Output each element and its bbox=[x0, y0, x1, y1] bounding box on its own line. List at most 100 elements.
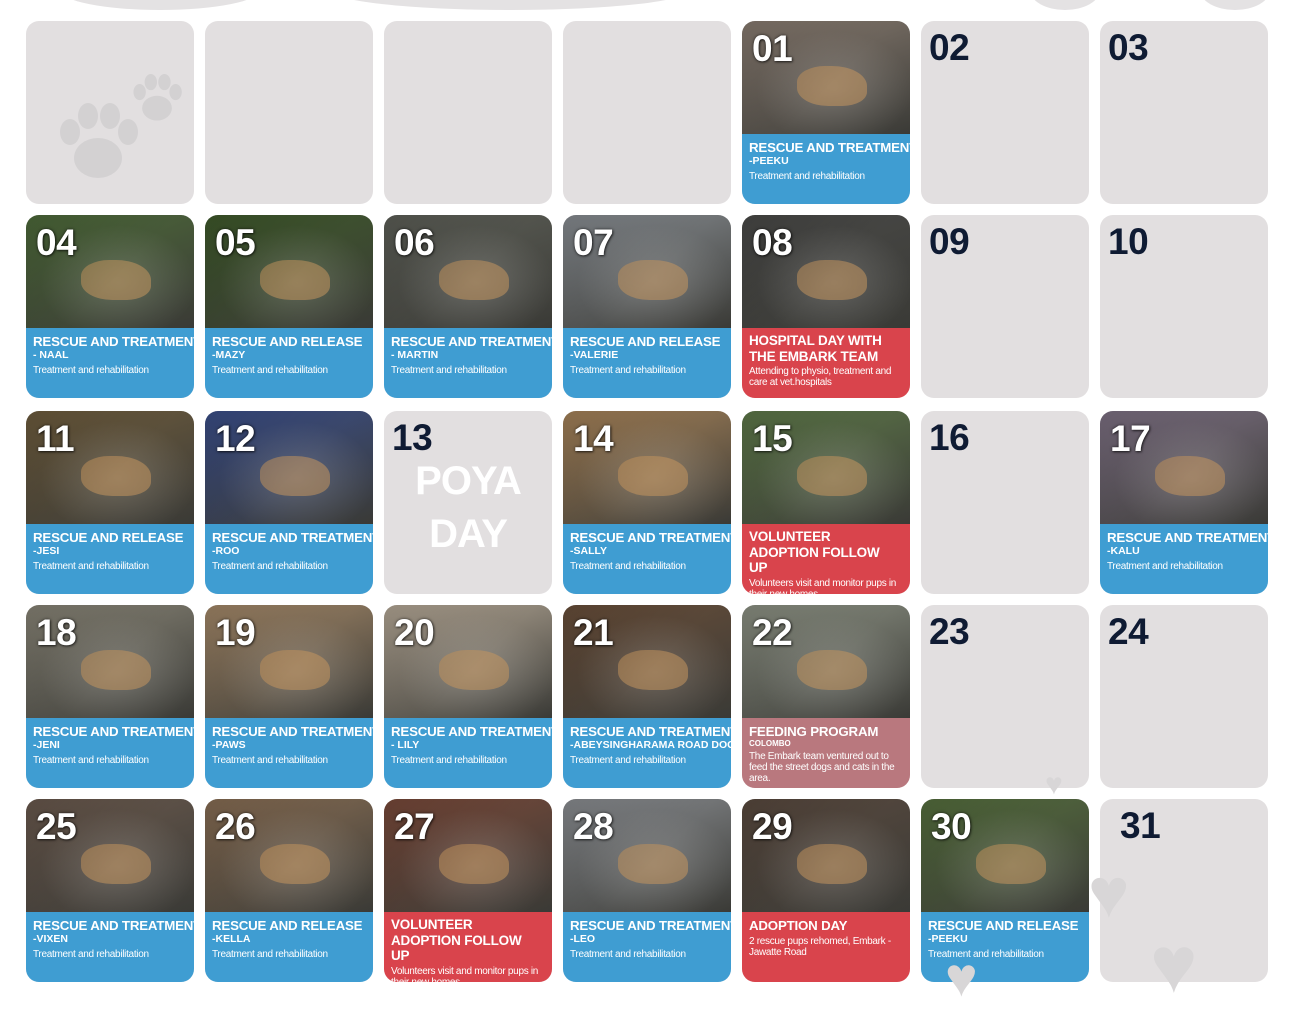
day-number: 17 bbox=[1110, 418, 1151, 459]
calendar-cell-event[interactable]: 04 RESCUE AND TREATMENT - NAAL Treatment an… bbox=[26, 215, 194, 398]
event-photo bbox=[742, 411, 910, 524]
calendar-cell-event[interactable]: 20 RESCUE AND TREATMENT - LILY Treatment an… bbox=[384, 605, 552, 788]
event-title: RESCUE AND TREATMENT bbox=[212, 724, 373, 739]
decorative-top-shape bbox=[60, 0, 260, 10]
calendar-cell-event[interactable]: 14 RESCUE AND TREATMENT -SALLY Treatment an… bbox=[563, 411, 731, 594]
event-title: RESCUE AND TREATMENT bbox=[212, 530, 373, 545]
event-photo bbox=[563, 799, 731, 912]
event-band[interactable]: VOLUNTEER ADOPTION FOLLOW UP Volunteers v… bbox=[384, 912, 552, 982]
calendar-cell-empty-day: 23 bbox=[921, 605, 1089, 788]
calendar-cell-empty-day: 13 POYA DAY bbox=[384, 411, 552, 594]
event-band[interactable]: RESCUE AND TREATMENT -PAWS Treatment and r… bbox=[205, 718, 373, 788]
event-title: FEEDING PROGRAM bbox=[749, 724, 879, 739]
event-name: -VIXEN bbox=[33, 933, 69, 945]
event-name: -PEEKU bbox=[749, 155, 789, 167]
event-band[interactable]: RESCUE AND RELEASE -KELLA Treatment and re… bbox=[205, 912, 373, 982]
dog-silhouette bbox=[439, 650, 509, 690]
event-band[interactable]: VOLUNTEER ADOPTION FOLLOW UP Volunteers v… bbox=[742, 524, 910, 594]
event-band[interactable]: RESCUE AND TREATMENT - LILY Treatment and … bbox=[384, 718, 552, 788]
event-band[interactable]: RESCUE AND TREATMENT -ABEYSINGHARAMA ROAD… bbox=[563, 718, 731, 788]
event-name: -PEEKU bbox=[928, 933, 968, 945]
calendar-cell-event[interactable]: 05 RESCUE AND RELEASE -MAZY Treatment and r… bbox=[205, 215, 373, 398]
heart-icon: ♥ bbox=[1045, 768, 1063, 801]
event-band[interactable]: RESCUE AND RELEASE -MAZY Treatment and reh… bbox=[205, 328, 373, 398]
event-photo bbox=[742, 799, 910, 912]
calendar-cell-event[interactable]: 12 RESCUE AND TREATMENT -ROO Treatment and … bbox=[205, 411, 373, 594]
calendar-cell-event[interactable]: 06 RESCUE AND TREATMENT - MARTIN Treatment … bbox=[384, 215, 552, 398]
poya-day-label: DAY bbox=[429, 512, 508, 556]
event-title: RESCUE AND TREATMENT bbox=[570, 918, 731, 933]
event-description: Treatment and rehabilitation bbox=[570, 949, 686, 960]
dog-silhouette bbox=[618, 650, 688, 690]
event-title: RESCUE AND TREATMENT bbox=[391, 334, 552, 349]
event-description: Treatment and rehabilitation bbox=[33, 949, 149, 960]
event-description: Treatment and rehabilitation bbox=[749, 171, 865, 182]
calendar-cell-event[interactable]: 15 VOLUNTEER ADOPTION FOLLOW UP Volunteers… bbox=[742, 411, 910, 594]
event-title: RESCUE AND TREATMENT bbox=[33, 918, 194, 933]
event-band[interactable]: RESCUE AND TREATMENT -LEO Treatment and re… bbox=[563, 912, 731, 982]
event-band[interactable]: RESCUE AND TREATMENT -JENI Treatment and r… bbox=[26, 718, 194, 788]
calendar-cell-event[interactable]: 29 ADOPTION DAY 2 rescue pups rehomed, Emb… bbox=[742, 799, 910, 982]
day-number: 22 bbox=[752, 612, 793, 653]
event-band[interactable]: RESCUE AND TREATMENT -VIXEN Treatment and … bbox=[26, 912, 194, 982]
event-band[interactable]: RESCUE AND TREATMENT - NAAL Treatment and … bbox=[26, 328, 194, 398]
dog-silhouette bbox=[797, 844, 867, 884]
event-name: - MARTIN bbox=[391, 349, 439, 361]
event-band[interactable]: RESCUE AND TREATMENT -SALLY Treatment and … bbox=[563, 524, 731, 594]
calendar-cell-event[interactable]: 11 RESCUE AND RELEASE -JESI Treatment and r… bbox=[26, 411, 194, 594]
calendar-cell-event[interactable]: 01 RESCUE AND TREATMENT -PEEKU Treatment an… bbox=[742, 21, 910, 204]
dog-silhouette bbox=[81, 844, 151, 884]
event-title: RESCUE AND RELEASE bbox=[33, 530, 184, 545]
event-band[interactable]: HOSPITAL DAY WITH THE EMBARK TEAM Attendi… bbox=[742, 328, 910, 398]
day-number: 06 bbox=[394, 222, 435, 263]
day-number: 16 bbox=[929, 417, 970, 458]
event-photo bbox=[384, 215, 552, 328]
event-photo bbox=[563, 411, 731, 524]
day-number: 25 bbox=[36, 806, 77, 847]
calendar-cell-event[interactable]: 07 RESCUE AND RELEASE -VALERIE Treatment an… bbox=[563, 215, 731, 398]
calendar-cell-event[interactable]: 25 RESCUE AND TREATMENT -VIXEN Treatment an… bbox=[26, 799, 194, 982]
calendar-cell-event[interactable]: 18 RESCUE AND TREATMENT -JENI Treatment and… bbox=[26, 605, 194, 788]
calendar-cell-event[interactable]: 22 FEEDING PROGRAM COLOMBO The Embark team … bbox=[742, 605, 910, 788]
event-band[interactable]: RESCUE AND RELEASE -PEEKU Treatment and re… bbox=[921, 912, 1089, 982]
dog-silhouette bbox=[260, 844, 330, 884]
event-name: -VALERIE bbox=[570, 349, 619, 361]
calendar-cell-event[interactable]: 19 RESCUE AND TREATMENT -PAWS Treatment and… bbox=[205, 605, 373, 788]
calendar-cell-event[interactable]: 21 RESCUE AND TREATMENT -ABEYSINGHARAMA RO… bbox=[563, 605, 731, 788]
event-description: Treatment and rehabilitation bbox=[570, 561, 686, 572]
calendar-cell-empty bbox=[205, 21, 373, 204]
calendar-cell-event[interactable]: 08 HOSPITAL DAY WITH THE EMBARK TEAM Atten… bbox=[742, 215, 910, 398]
event-band[interactable]: ADOPTION DAY 2 rescue pups rehomed, Embar… bbox=[742, 912, 910, 982]
calendar-cell-event[interactable]: 30 RESCUE AND RELEASE -PEEKU Treatment and … bbox=[921, 799, 1089, 982]
dog-silhouette bbox=[618, 844, 688, 884]
calendar-cell-empty-day: 31 bbox=[1100, 799, 1268, 982]
day-number: 01 bbox=[752, 28, 793, 69]
calendar-cell-event[interactable]: 17 RESCUE AND TREATMENT -KALU Treatment and… bbox=[1100, 411, 1268, 594]
event-title: ADOPTION DAY bbox=[749, 918, 848, 933]
calendar-cell-event[interactable]: 27 VOLUNTEER ADOPTION FOLLOW UP Volunteers… bbox=[384, 799, 552, 982]
day-number: 28 bbox=[573, 806, 614, 847]
event-band[interactable]: FEEDING PROGRAM COLOMBO The Embark team ve… bbox=[742, 718, 910, 788]
event-band[interactable]: RESCUE AND RELEASE -JESI Treatment and reh… bbox=[26, 524, 194, 594]
day-number: 18 bbox=[36, 612, 77, 653]
event-band[interactable]: RESCUE AND RELEASE -VALERIE Treatment and … bbox=[563, 328, 731, 398]
calendar-cell-event[interactable]: 28 RESCUE AND TREATMENT -LEO Treatment and … bbox=[563, 799, 731, 982]
event-title: RESCUE AND TREATMENT bbox=[33, 724, 194, 739]
event-description: Treatment and rehabilitation bbox=[33, 561, 149, 572]
event-title: RESCUE AND TREATMENT bbox=[1107, 530, 1268, 545]
day-number: 08 bbox=[752, 222, 793, 263]
event-band[interactable]: RESCUE AND TREATMENT -KALU Treatment and r… bbox=[1100, 524, 1268, 594]
event-band[interactable]: RESCUE AND TREATMENT -PEEKU Treatment and … bbox=[742, 134, 910, 204]
day-number: 07 bbox=[573, 222, 614, 263]
event-description: The Embark team ventured out to feed the… bbox=[749, 751, 895, 784]
event-band[interactable]: RESCUE AND TREATMENT -ROO Treatment and re… bbox=[205, 524, 373, 594]
event-description: Treatment and rehabilitation bbox=[33, 755, 149, 766]
event-title: RESCUE AND TREATMENT bbox=[391, 724, 552, 739]
dog-silhouette bbox=[618, 456, 688, 496]
dog-silhouette bbox=[260, 260, 330, 300]
event-description: Treatment and rehabilitation bbox=[212, 561, 328, 572]
event-name: -ABEYSINGHARAMA ROAD DOG bbox=[570, 739, 731, 751]
calendar-cell-event[interactable]: 26 RESCUE AND RELEASE -KELLA Treatment and … bbox=[205, 799, 373, 982]
event-band[interactable]: RESCUE AND TREATMENT - MARTIN Treatment an… bbox=[384, 328, 552, 398]
event-photo bbox=[205, 605, 373, 718]
